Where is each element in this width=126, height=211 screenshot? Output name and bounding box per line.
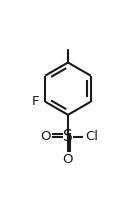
Text: O: O [41,130,51,143]
Text: O: O [63,153,73,166]
Text: S: S [63,129,73,144]
Text: F: F [32,95,40,108]
Text: Cl: Cl [85,130,98,143]
